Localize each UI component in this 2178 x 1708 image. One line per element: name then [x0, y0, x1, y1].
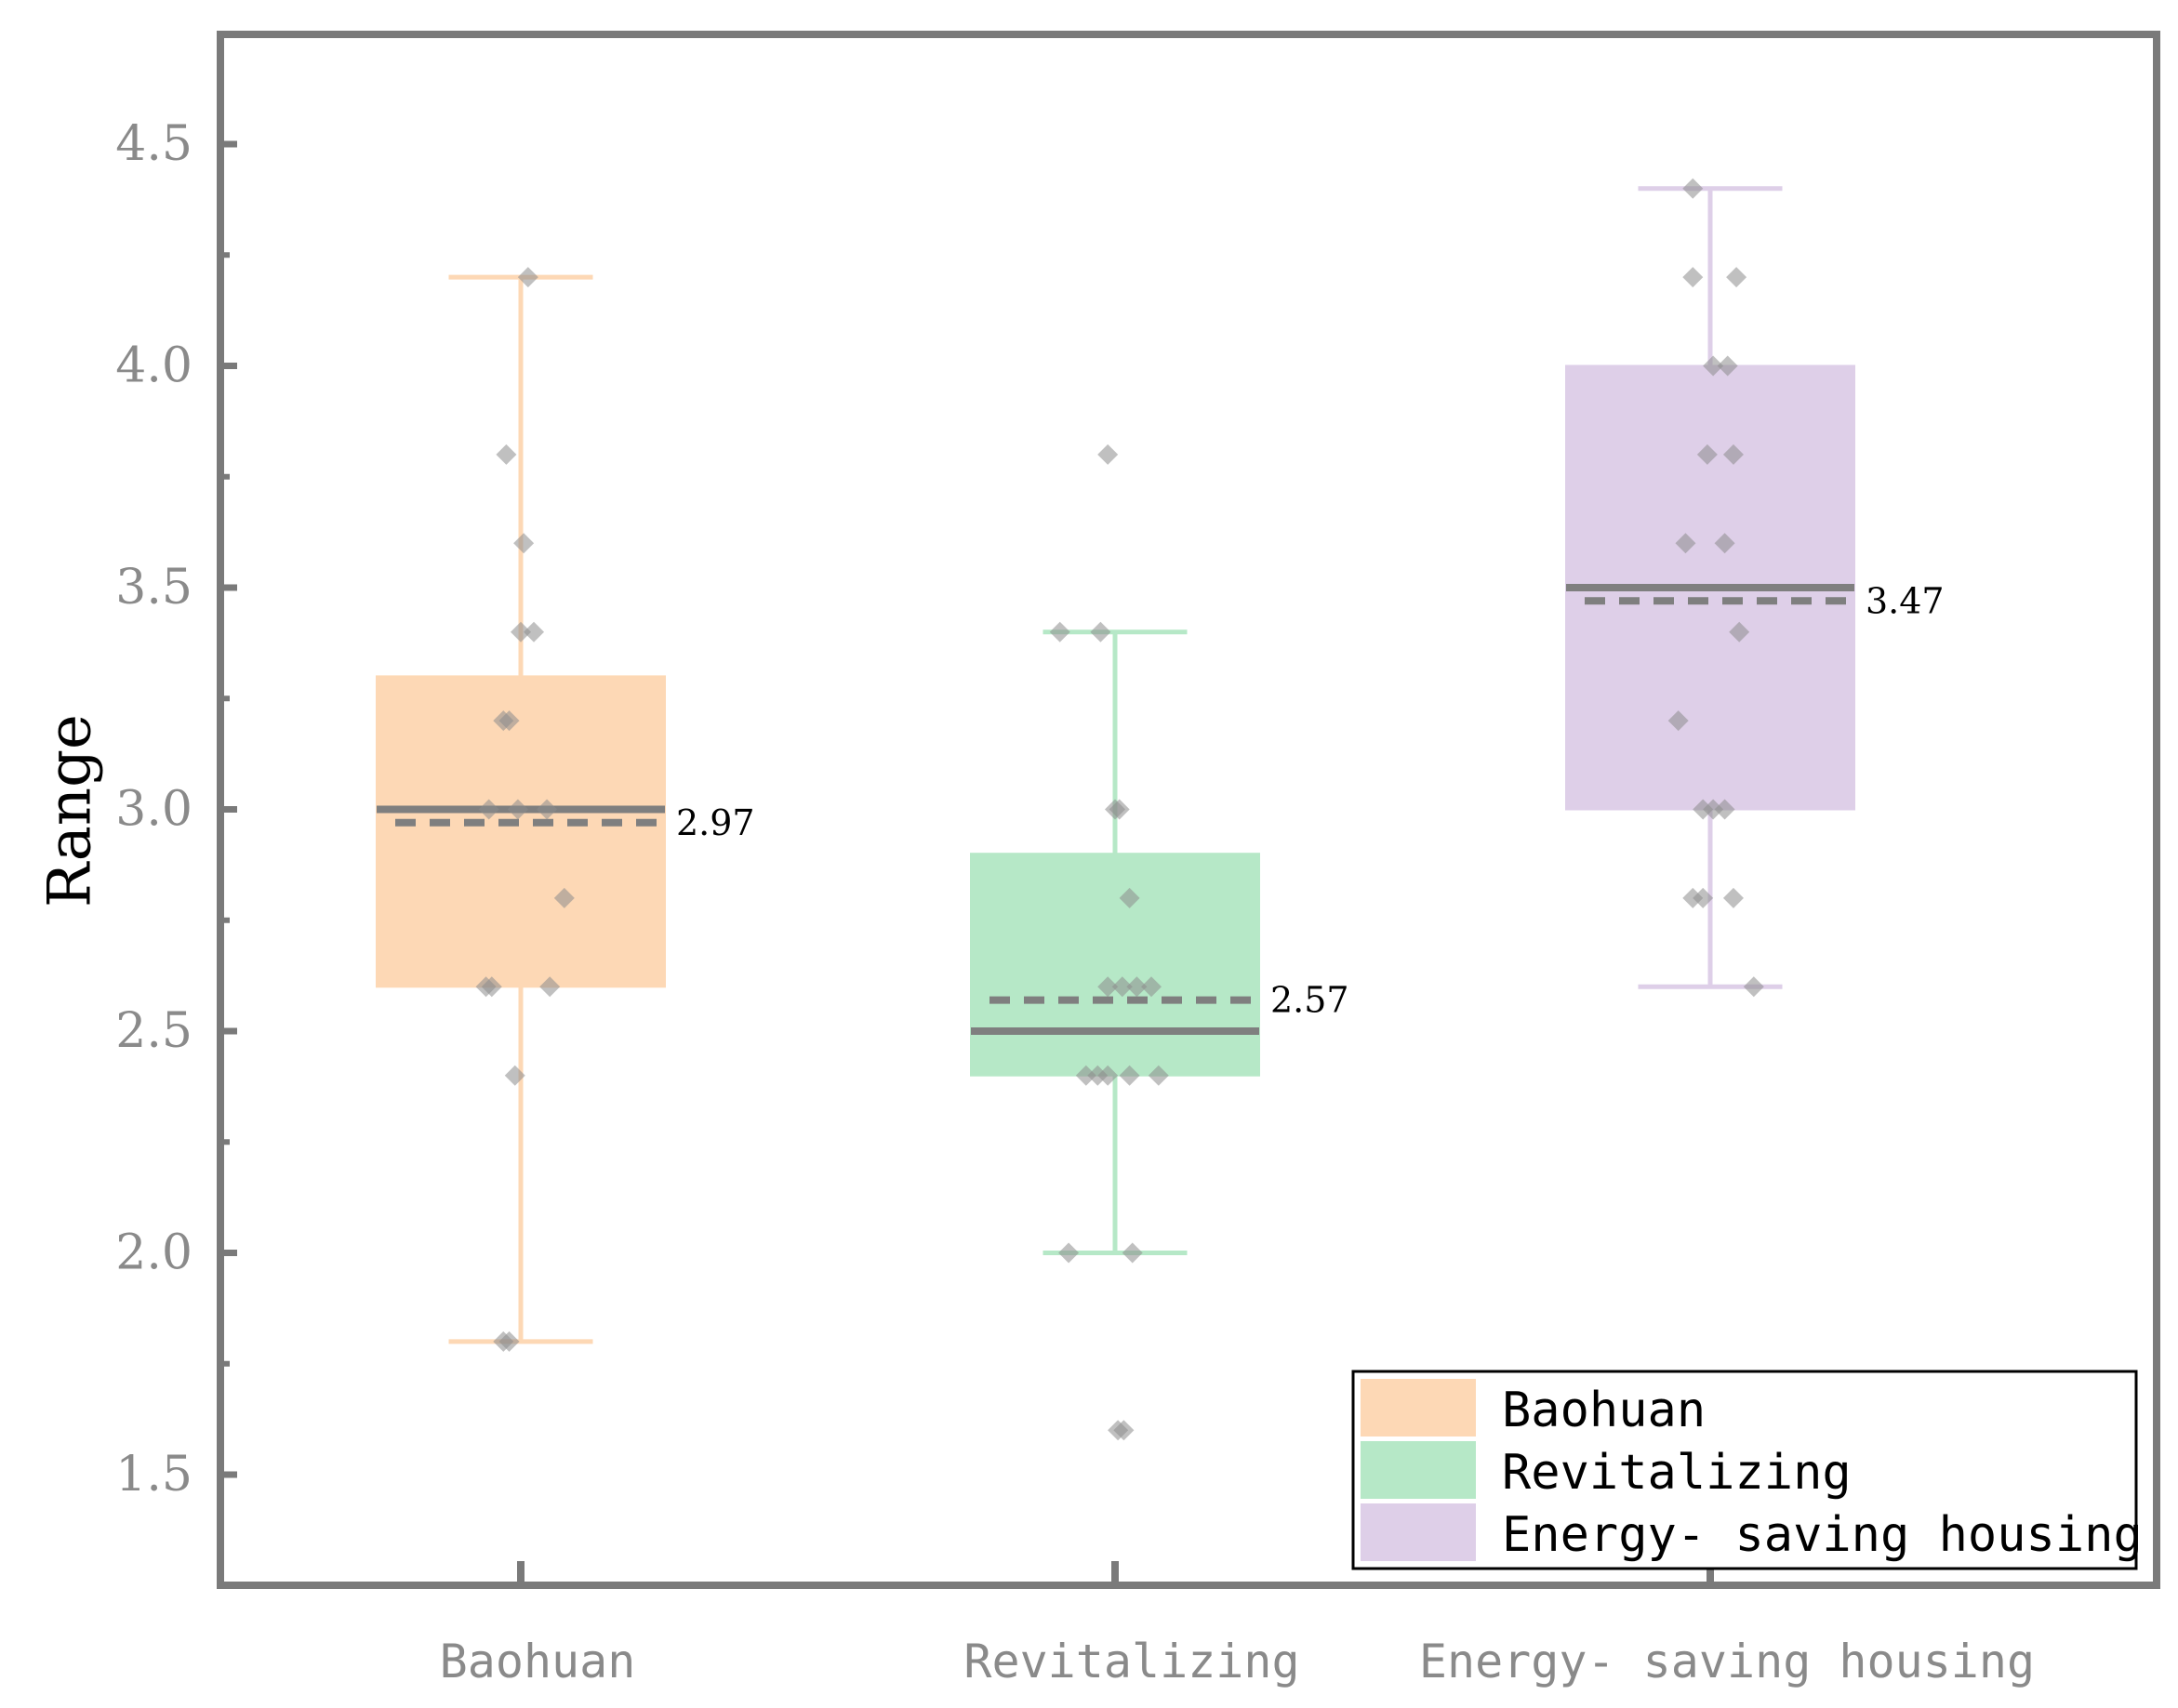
- data-point: [1097, 444, 1119, 465]
- mean-value-label: 3.47: [1866, 580, 1945, 621]
- legend-swatch: [1361, 1503, 1476, 1561]
- data-point: [1682, 267, 1704, 288]
- data-point: [1097, 1065, 1119, 1086]
- data-point: [1743, 976, 1764, 998]
- y-tick-label: 3.0: [115, 782, 193, 838]
- y-tick-label: 4.0: [115, 338, 193, 394]
- data-point: [478, 799, 499, 820]
- legend-frame: [1351, 1370, 2138, 1570]
- legend-swatch: [1361, 1441, 1476, 1499]
- data-point: [1675, 533, 1696, 554]
- data-point: [1667, 710, 1689, 732]
- legend-label: Revitalizing: [1502, 1445, 1852, 1501]
- y-tick-label: 3.5: [115, 560, 193, 616]
- data-point: [1122, 1242, 1143, 1264]
- data-point: [539, 976, 561, 998]
- box-iqr: [376, 675, 666, 988]
- x-tick-label: Revitalizing: [963, 1635, 1299, 1688]
- y-tick-label: 2.0: [115, 1225, 193, 1281]
- data-point: [1703, 355, 1724, 377]
- mean-value-label: 2.97: [676, 802, 755, 843]
- data-point: [504, 1065, 525, 1086]
- x-axis-ticks: Baohuan Revitalizing Energy- saving housin…: [440, 1561, 2035, 1688]
- data-point: [1682, 178, 1704, 199]
- data-point: [1113, 1420, 1135, 1441]
- data-point: [493, 1331, 514, 1352]
- data-point: [517, 267, 538, 288]
- data-point: [1119, 1065, 1140, 1086]
- data-point: [1148, 1065, 1169, 1086]
- box-iqr: [970, 853, 1260, 1077]
- legend-label: Baohuan: [1502, 1383, 1706, 1438]
- data-point: [537, 799, 558, 820]
- data-point: [1111, 976, 1133, 998]
- data-point: [524, 621, 545, 642]
- data-point: [1693, 887, 1714, 908]
- data-point: [1119, 887, 1140, 908]
- legend-label: Energy- saving housing: [1502, 1507, 2143, 1563]
- y-tick-label: 4.5: [115, 116, 193, 172]
- plot-frame: [217, 31, 2160, 1589]
- data-point: [1126, 976, 1148, 998]
- data-point: [507, 799, 528, 820]
- y-axis-label: Range: [36, 714, 105, 907]
- data-point: [1097, 976, 1119, 998]
- data-point: [1717, 355, 1738, 377]
- boxes-layer: 2.97 2.57 3.47: [376, 186, 1945, 1344]
- data-point: [1722, 887, 1744, 908]
- data-point: [498, 710, 520, 732]
- data-point: [496, 444, 517, 465]
- data-point: [1058, 1242, 1080, 1264]
- data-point: [1141, 976, 1162, 998]
- data-point: [1090, 621, 1111, 642]
- data-point: [1729, 621, 1750, 642]
- data-point: [1703, 799, 1724, 820]
- data-point: [1726, 267, 1747, 288]
- box-group-3: 3.47: [1565, 186, 1945, 989]
- data-point: [1075, 1065, 1096, 1086]
- data-point: [1696, 444, 1718, 465]
- y-axis-ticks: 1.5 2.0 2.5 3.0 3.5 4.0 4.5: [115, 116, 237, 1589]
- x-tick-label: Baohuan: [440, 1635, 636, 1688]
- data-point: [513, 533, 535, 554]
- data-point: [1714, 799, 1735, 820]
- data-point: [1105, 799, 1125, 820]
- x-tick-label: Energy- saving housing: [1419, 1635, 2035, 1688]
- data-point: [511, 621, 531, 642]
- box-group-1: 2.97: [376, 274, 755, 1344]
- y-tick-label: 2.5: [115, 1003, 193, 1059]
- mean-value-label: 2.57: [1270, 980, 1349, 1021]
- data-point: [1714, 533, 1735, 554]
- legend: Baohuan Revitalizing Energy- saving housin…: [1351, 1370, 2143, 1570]
- box-group-2: 2.57: [970, 629, 1349, 1255]
- data-point: [475, 976, 497, 998]
- data-point: [1049, 621, 1070, 642]
- points-layer: [475, 178, 1764, 1441]
- y-tick-label: 1.5: [115, 1447, 193, 1503]
- data-point: [553, 887, 575, 908]
- legend-swatch: [1361, 1379, 1476, 1437]
- data-point: [1722, 444, 1744, 465]
